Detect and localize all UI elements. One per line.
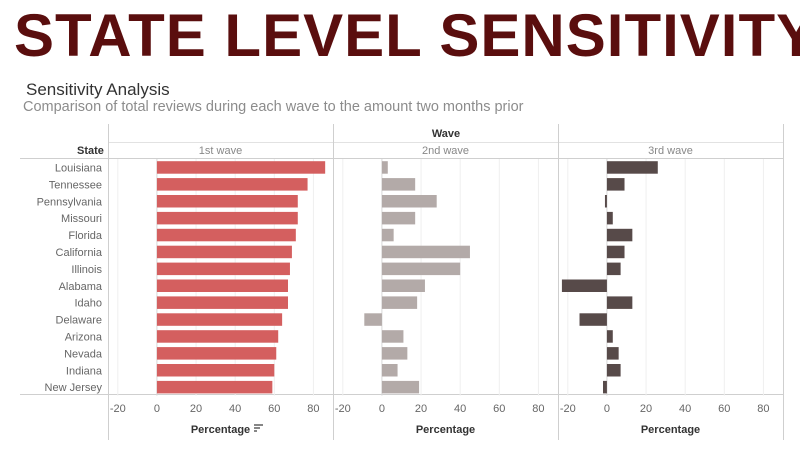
chart-title: Sensitivity Analysis	[26, 80, 170, 99]
category-label: Tennessee	[49, 179, 102, 191]
category-label: Illinois	[71, 264, 102, 276]
bar-3-new-jersey	[603, 380, 607, 394]
x-tick-label: 20	[415, 403, 427, 415]
x-axis-label: Percentage	[191, 424, 250, 436]
bar-3-florida	[606, 228, 633, 242]
category-label: Arizona	[65, 331, 103, 343]
category-label: Pennsylvania	[37, 196, 103, 208]
bar-1-california	[156, 245, 292, 259]
bar-2-delaware	[364, 313, 382, 326]
x-tick-label: 60	[493, 403, 505, 415]
bar-2-florida	[381, 228, 394, 242]
category-label: Delaware	[56, 315, 102, 327]
bar-3-arizona	[606, 330, 613, 343]
bar-1-indiana	[156, 364, 275, 377]
bar-2-tennessee	[381, 178, 416, 191]
x-tick-label: 80	[532, 403, 544, 415]
x-axis-label: Percentage	[416, 424, 475, 436]
bar-1-illinois	[156, 262, 290, 276]
panel-header-1: 1st wave	[199, 145, 242, 157]
banner-title: STATE LEVEL SENSITIVITY	[14, 2, 800, 69]
x-tick-label: 60	[268, 403, 280, 415]
x-axis-label: Percentage	[641, 424, 700, 436]
x-tick-label: 40	[679, 403, 691, 415]
row-header: State	[77, 145, 104, 157]
category-label: Nevada	[64, 348, 103, 360]
bar-1-pennsylvania	[156, 195, 298, 208]
category-label: Florida	[68, 230, 103, 242]
x-tick-label: 80	[307, 403, 319, 415]
bar-2-louisiana	[381, 161, 388, 174]
bar-3-delaware	[579, 313, 607, 326]
column-group-header: Wave	[432, 128, 460, 140]
category-label: Idaho	[74, 298, 102, 310]
x-tick-label: 80	[757, 403, 769, 415]
x-tick-label: 60	[718, 403, 730, 415]
bar-3-idaho	[606, 296, 633, 309]
x-tick-label: -20	[110, 403, 126, 415]
x-tick-label: 0	[154, 403, 160, 415]
category-label: Indiana	[66, 365, 103, 377]
bar-2-idaho	[381, 296, 418, 309]
category-label: Missouri	[61, 213, 102, 225]
bar-3-illinois	[606, 262, 621, 276]
x-tick-label: 0	[379, 403, 385, 415]
bar-1-tennessee	[156, 178, 308, 191]
bar-1-idaho	[156, 296, 288, 309]
bar-2-alabama	[381, 279, 425, 292]
bar-3-missouri	[606, 211, 613, 225]
bar-1-nevada	[156, 347, 277, 360]
bar-2-arizona	[381, 330, 404, 343]
bar-1-missouri	[156, 211, 298, 225]
bar-2-missouri	[381, 211, 416, 225]
x-tick-label: -20	[335, 403, 351, 415]
panel-header-3: 3rd wave	[648, 145, 693, 157]
panel-header-2: 2nd wave	[422, 145, 469, 157]
bar-2-indiana	[381, 364, 398, 377]
x-tick-label: -20	[560, 403, 576, 415]
bar-1-new-jersey	[156, 380, 273, 394]
bar-1-florida	[156, 228, 296, 242]
bar-3-alabama	[561, 279, 607, 292]
category-label: California	[56, 247, 103, 259]
sort-descending-icon[interactable]	[254, 424, 263, 432]
bar-1-delaware	[156, 313, 283, 326]
bar-2-illinois	[381, 262, 461, 276]
category-label: New Jersey	[45, 382, 103, 394]
bar-2-new-jersey	[381, 380, 420, 394]
bar-3-nevada	[606, 347, 619, 360]
bar-2-pennsylvania	[381, 195, 437, 208]
bar-3-pennsylvania	[604, 195, 607, 208]
bar-3-louisiana	[606, 161, 658, 174]
category-label: Alabama	[59, 281, 103, 293]
bar-1-alabama	[156, 279, 288, 292]
category-label: Louisiana	[55, 162, 103, 174]
x-tick-label: 20	[640, 403, 652, 415]
x-tick-label: 40	[454, 403, 466, 415]
x-tick-label: 0	[604, 403, 610, 415]
x-tick-label: 40	[229, 403, 241, 415]
bar-3-california	[606, 245, 625, 259]
bar-3-tennessee	[606, 178, 625, 191]
bar-1-arizona	[156, 330, 279, 343]
chart-subtitle: Comparison of total reviews during each …	[23, 99, 524, 115]
bar-2-california	[381, 245, 470, 259]
bar-3-indiana	[606, 364, 621, 377]
bar-2-nevada	[381, 347, 408, 360]
x-tick-label: 20	[190, 403, 202, 415]
bar-1-louisiana	[156, 161, 326, 174]
